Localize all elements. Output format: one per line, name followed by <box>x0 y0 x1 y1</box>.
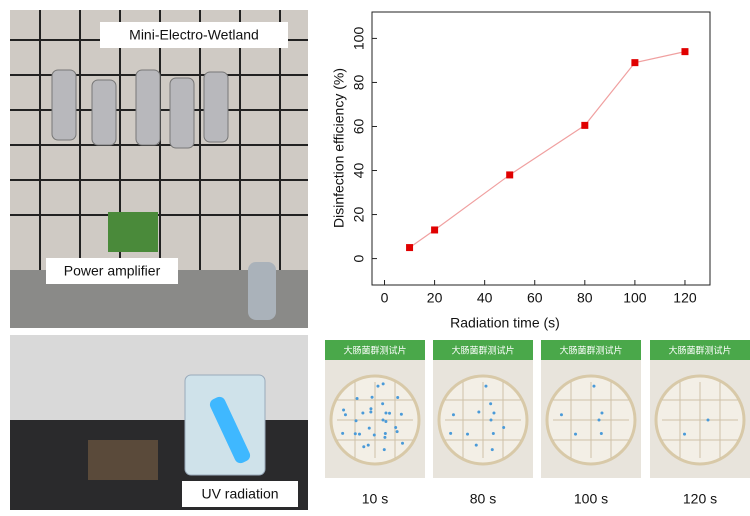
colony <box>706 418 710 422</box>
dish-header-bar <box>433 340 533 360</box>
colony <box>484 384 488 388</box>
data-point <box>681 48 689 56</box>
plot-frame <box>371 11 711 286</box>
colony <box>353 432 357 436</box>
dish-header: 大肠菌群测试片 <box>559 344 622 355</box>
data-point <box>406 244 414 252</box>
colony <box>366 443 370 447</box>
colony <box>367 426 371 430</box>
colony <box>399 412 403 416</box>
colony <box>369 410 373 414</box>
colony <box>489 418 493 422</box>
colony <box>477 410 481 414</box>
colony <box>449 431 453 435</box>
dish-label: 120 s <box>683 491 717 507</box>
colony <box>341 431 345 435</box>
colony <box>343 413 347 417</box>
colony <box>599 431 603 435</box>
data-point <box>581 121 589 129</box>
amplifier-label: Power amplifier <box>64 263 161 279</box>
y-axis-label: Disinfection efficiency (%) <box>331 68 347 228</box>
colony <box>381 418 385 422</box>
colony <box>362 445 366 449</box>
reactors <box>51 69 229 149</box>
colony <box>396 395 400 399</box>
colony <box>372 433 376 437</box>
wetland-label: Mini-Electro-Wetland <box>129 27 259 43</box>
colony <box>490 448 494 452</box>
colony <box>474 443 478 447</box>
x-tick-label: 100 <box>623 290 647 306</box>
colony <box>600 411 604 415</box>
y-tick-label: 80 <box>351 74 367 90</box>
colony <box>383 431 387 435</box>
label-box <box>100 22 288 48</box>
dish-label: 10 s <box>362 491 388 507</box>
colony <box>492 411 496 415</box>
dish-label: 80 s <box>470 491 496 507</box>
dish-header-bar <box>650 340 750 360</box>
colony <box>383 435 387 439</box>
colony <box>592 384 596 388</box>
colony <box>381 402 385 406</box>
colony <box>597 418 601 422</box>
colony <box>369 407 373 411</box>
colony <box>358 432 362 436</box>
y-tick-label: 20 <box>351 207 367 223</box>
x-tick-label: 20 <box>427 290 443 306</box>
uv-lamp <box>209 396 251 464</box>
x-tick-label: 0 <box>381 290 389 306</box>
x-tick-label: 60 <box>527 290 543 306</box>
y-tick-label: 100 <box>351 27 367 51</box>
x-tick-label: 40 <box>477 290 493 306</box>
x-tick-label: 120 <box>673 290 697 306</box>
label-box <box>182 481 298 507</box>
colony <box>381 382 385 386</box>
x-tick-label: 80 <box>577 290 593 306</box>
colony <box>370 395 374 399</box>
data-point <box>506 171 514 179</box>
colony <box>466 432 470 436</box>
beaker <box>248 262 276 320</box>
colony <box>491 431 495 435</box>
colony <box>384 419 388 423</box>
colony <box>395 430 399 434</box>
driver-board <box>88 440 158 480</box>
data-point <box>631 59 639 67</box>
dish-label: 100 s <box>574 491 608 507</box>
colony <box>489 402 493 406</box>
colony <box>451 413 455 417</box>
colony <box>342 408 346 412</box>
colony <box>384 411 388 415</box>
colony <box>376 384 380 388</box>
series-line <box>409 51 686 249</box>
colony <box>502 426 506 430</box>
colony <box>401 441 405 445</box>
colony <box>361 411 365 415</box>
dish-header: 大肠菌群测试片 <box>668 344 731 355</box>
colony <box>559 413 563 417</box>
x-axis-label: Radiation time (s) <box>450 315 560 331</box>
y-tick-label: 0 <box>351 254 367 262</box>
y-tick-label: 40 <box>351 163 367 179</box>
dish-header: 大肠菌群测试片 <box>451 344 514 355</box>
colony <box>388 411 392 415</box>
colony <box>354 419 358 423</box>
amplifier-board <box>108 212 158 252</box>
colony <box>394 426 398 430</box>
data-point <box>431 226 439 234</box>
y-tick-label: 60 <box>351 118 367 134</box>
dish-header-bar <box>541 340 641 360</box>
label-box <box>46 258 178 284</box>
colony <box>683 432 687 436</box>
chart: Radiation time (s) Disinfection efficien… <box>331 11 711 331</box>
colony <box>382 448 386 452</box>
dishes: 大肠菌群测试片 10 s 大肠菌群测试片 80 s 大肠菌群测试片 100 s 大肠菌群测试… <box>325 340 750 507</box>
dish-header-bar <box>325 340 425 360</box>
colony <box>355 396 359 400</box>
uv-label: UV radiation <box>201 486 278 502</box>
colony <box>574 432 578 436</box>
dish-header: 大肠菌群测试片 <box>343 344 406 355</box>
